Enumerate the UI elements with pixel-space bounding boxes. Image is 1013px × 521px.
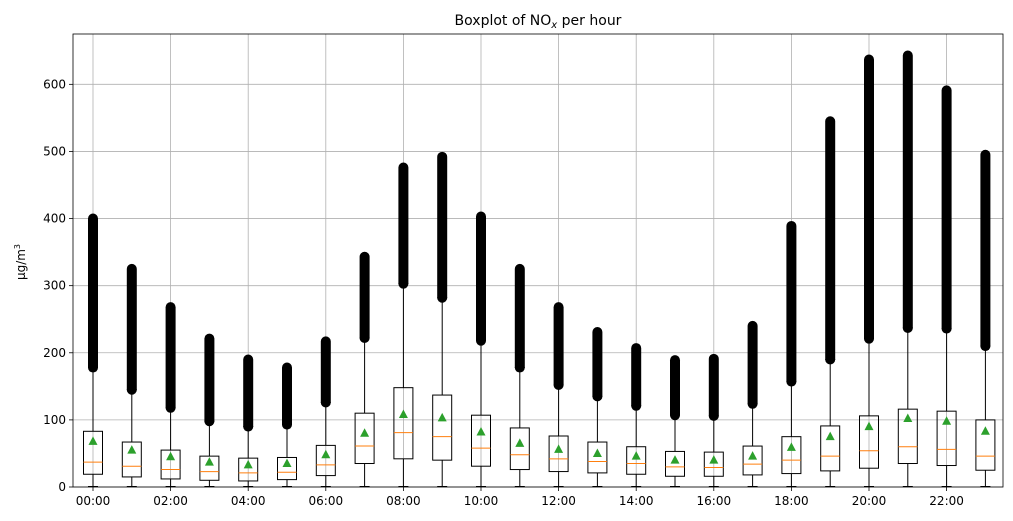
x-tick-label: 08:00 [386, 494, 421, 508]
box-hour-1 [121, 263, 142, 487]
y-tick-label: 400 [43, 212, 66, 226]
box-hour-16 [703, 353, 724, 487]
mean-marker [88, 436, 98, 445]
box-hour-23 [975, 149, 996, 487]
x-tick-label: 02:00 [153, 494, 188, 508]
mean-marker [204, 457, 214, 466]
box-hour-3 [199, 333, 220, 487]
mean-marker [476, 426, 486, 436]
iqr-box [975, 419, 996, 471]
box-hour-18 [781, 220, 802, 487]
mean-marker [825, 431, 835, 441]
mean-marker [903, 413, 913, 423]
box-hour-19 [820, 116, 841, 487]
mean-marker [127, 445, 137, 454]
x-tick-label: 04:00 [231, 494, 266, 508]
box-hour-15 [665, 355, 685, 487]
iqr-box [277, 456, 297, 481]
iqr-box [548, 435, 569, 473]
box-hour-13 [587, 326, 608, 487]
mean-marker [166, 451, 176, 461]
iqr-box [160, 449, 181, 480]
x-tick-label: 00:00 [76, 494, 111, 508]
ticks-layer: 0 100 200 300 400 500 600 00:00 02:00 04:00 06:00 0… [43, 77, 964, 508]
mean-marker [709, 455, 719, 464]
y-tick-label: 600 [43, 77, 66, 91]
chart-title: Boxplot of NOx per hour [455, 13, 622, 31]
iqr-box [626, 446, 647, 475]
iqr-box [121, 441, 142, 478]
y-tick-label: 500 [43, 144, 66, 158]
x-tick-label: 12:00 [541, 494, 576, 508]
box-hour-14 [626, 343, 647, 487]
iqr-box [471, 414, 491, 467]
box-hour-5 [277, 362, 297, 487]
box-hour-17 [742, 320, 763, 487]
iqr-box [742, 445, 763, 476]
iqr-box [897, 408, 918, 465]
box-hour-12 [548, 302, 569, 487]
mean-marker [942, 416, 952, 425]
iqr-box [859, 415, 879, 469]
box-hour-11 [509, 263, 530, 487]
iqr-box [820, 425, 841, 472]
y-tick-label: 100 [43, 413, 66, 427]
iqr-box [432, 394, 453, 461]
mean-marker [437, 412, 447, 422]
y-tick-label: 200 [43, 346, 66, 360]
box-hour-22 [936, 85, 957, 487]
x-tick-label: 14:00 [619, 494, 654, 508]
iqr-box [936, 410, 957, 467]
box-hour-20 [859, 54, 879, 487]
box-hour-0 [83, 213, 103, 487]
iqr-box [781, 436, 802, 475]
mean-marker [515, 438, 525, 447]
mean-marker [398, 409, 408, 419]
x-tick-label: 16:00 [697, 494, 732, 508]
iqr-box [703, 451, 724, 477]
mean-marker [786, 442, 796, 451]
boxes-layer [83, 50, 996, 487]
iqr-box [665, 450, 685, 477]
box-hour-7 [354, 251, 375, 487]
mean-marker [592, 448, 602, 457]
mean-marker [554, 444, 564, 453]
x-tick-label: 06:00 [309, 494, 344, 508]
iqr-box [315, 444, 336, 477]
box-hour-10 [471, 211, 491, 487]
mean-marker [980, 426, 990, 435]
iqr-box [587, 441, 608, 474]
box-hour-9 [432, 151, 453, 487]
iqr-box [509, 427, 530, 471]
iqr-box [199, 455, 220, 481]
box-hour-8 [393, 162, 414, 487]
mean-marker [748, 451, 758, 460]
iqr-box [393, 387, 414, 460]
mean-marker [282, 458, 292, 468]
mean-marker [360, 428, 370, 437]
x-tick-label: 22:00 [929, 494, 964, 508]
x-tick-label: 20:00 [852, 494, 887, 508]
mean-marker [243, 459, 253, 469]
x-tick-label: 18:00 [774, 494, 809, 508]
mean-marker [631, 451, 641, 460]
iqr-box [83, 430, 103, 475]
y-tick-label: 300 [43, 279, 66, 293]
box-hour-4 [238, 354, 259, 487]
box-hour-6 [315, 336, 336, 487]
mean-marker [864, 421, 874, 431]
mean-marker [670, 455, 680, 464]
plot-frame [72, 33, 1004, 488]
iqr-box [354, 412, 375, 465]
box-hour-21 [897, 50, 918, 487]
iqr-box [238, 457, 259, 482]
x-tick-label: 10:00 [464, 494, 499, 508]
mean-marker [321, 449, 331, 459]
box-hour-2 [160, 302, 181, 487]
y-tick-label: 0 [58, 480, 66, 494]
y-axis-label: µg/m3 [13, 244, 28, 280]
